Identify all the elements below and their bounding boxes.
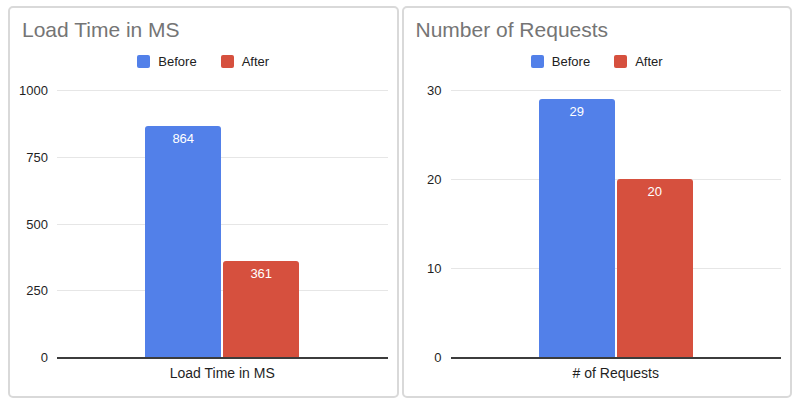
y-tick-label: 500 (26, 216, 48, 231)
legend-item-before: Before (531, 54, 590, 69)
legend-label-after: After (242, 54, 269, 69)
legend-label-before: Before (158, 54, 196, 69)
bar-after: 361 (223, 261, 299, 357)
bar-value-label: 29 (570, 104, 584, 357)
x-axis-line (451, 357, 782, 359)
chart-card-requests[interactable]: Number of Requests Before After 29 20 30… (402, 6, 793, 398)
bar-value-label: 361 (250, 266, 272, 357)
y-tick-label: 10 (427, 261, 441, 276)
bar-before: 29 (539, 99, 615, 357)
x-axis-label: # of Requests (451, 365, 782, 381)
x-axis-line (57, 357, 388, 359)
legend-item-after: After (614, 54, 662, 69)
legend: Before After (404, 54, 791, 69)
bar-value-label: 864 (172, 131, 194, 357)
legend-swatch-before-icon (531, 55, 544, 68)
legend-label-before: Before (552, 54, 590, 69)
bar-value-label: 20 (648, 184, 662, 357)
bar-after: 20 (617, 179, 693, 357)
chart-title: Number of Requests (416, 18, 609, 42)
y-tick-label: 750 (26, 149, 48, 164)
plot-area: 864 361 10007505002500 (57, 90, 388, 357)
y-tick-label: 1000 (19, 83, 48, 98)
x-axis-label: Load Time in MS (57, 365, 388, 381)
y-tick-label: 250 (26, 283, 48, 298)
y-tick-label: 30 (427, 83, 441, 98)
bar-group: 29 20 (539, 90, 693, 357)
y-tick-label: 0 (434, 350, 441, 365)
plot-area: 29 20 3020100 (451, 90, 782, 357)
legend-item-before: Before (137, 54, 196, 69)
charts-board: Load Time in MS Before After 864 361 100… (0, 0, 800, 404)
legend-swatch-before-icon (137, 55, 150, 68)
legend-label-after: After (635, 54, 662, 69)
y-tick-label: 20 (427, 172, 441, 187)
chart-card-load-time[interactable]: Load Time in MS Before After 864 361 100… (8, 6, 399, 398)
chart-title: Load Time in MS (22, 18, 180, 42)
legend: Before After (10, 54, 397, 69)
bar-before: 864 (145, 126, 221, 357)
bar-group: 864 361 (145, 90, 299, 357)
legend-swatch-after-icon (614, 55, 627, 68)
legend-item-after: After (221, 54, 269, 69)
y-tick-label: 0 (41, 350, 48, 365)
legend-swatch-after-icon (221, 55, 234, 68)
